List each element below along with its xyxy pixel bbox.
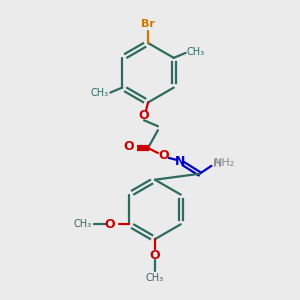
Text: CH₃: CH₃ [187, 47, 205, 57]
Text: O: O [139, 109, 149, 122]
Text: H: H [213, 159, 222, 169]
Text: N: N [175, 155, 185, 168]
Text: CH₃: CH₃ [90, 88, 108, 98]
Text: CH₃: CH₃ [146, 273, 164, 283]
Text: NH₂: NH₂ [213, 158, 235, 168]
Text: CH₃: CH₃ [74, 219, 92, 229]
Text: O: O [123, 140, 134, 152]
Text: O: O [159, 149, 169, 162]
Text: Br: Br [141, 19, 155, 29]
Text: O: O [150, 248, 160, 262]
Text: O: O [104, 218, 115, 231]
